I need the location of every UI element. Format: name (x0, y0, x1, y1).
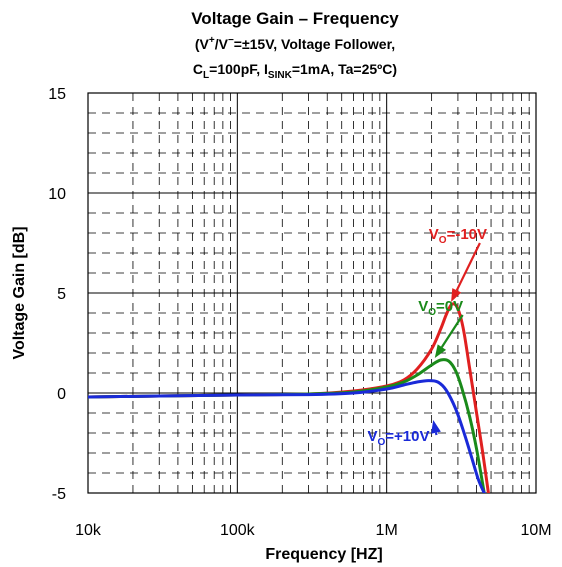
plot-frame-group (87, 92, 537, 494)
series-group (88, 302, 490, 493)
y-tick-label: 10 (48, 186, 66, 203)
annotation-arrow-2 (434, 432, 438, 436)
annotation-arrowhead-2 (431, 420, 441, 434)
x-tick-label: 10k (75, 522, 102, 539)
x-axis-label: Frequency [HZ] (265, 546, 382, 563)
annotation-arrow-1 (440, 314, 464, 348)
series-label-1: VO=0V (418, 298, 463, 318)
x-tick-label: 10M (520, 522, 551, 539)
x-tick-label: 1M (376, 522, 398, 539)
y-tick-label: -5 (52, 486, 66, 503)
annotation-arrowhead-1 (434, 344, 447, 358)
series-label-0: VO=-10V (429, 226, 487, 246)
annotation-arrowhead-0 (451, 288, 462, 302)
plot-frame (87, 92, 537, 494)
chart-subtitle-line2: CL=100pF, ISINK=1mA, Ta=25ºC) (193, 61, 397, 81)
series-line-2 (88, 379, 486, 493)
series-label-2: VO=+10V (367, 428, 429, 448)
annotations-group: VO=-10V VO=0V VO=+10V (367, 226, 487, 448)
series-line-0 (88, 302, 490, 493)
grid (87, 92, 537, 494)
y-tick-label: 15 (48, 86, 66, 103)
y-axis-label: Voltage Gain [dB] (11, 226, 28, 359)
chart-subtitle-line1: (V+/V−=±15V, Voltage Follower, (195, 35, 395, 52)
ticks-group: 10k 100k 1M 10M 15 10 5 0 -5 (48, 86, 551, 539)
y-tick-label: 0 (57, 386, 66, 403)
chart-title: Voltage Gain – Frequency (191, 9, 399, 28)
y-tick-label: 5 (57, 286, 66, 303)
annotation-arrow-0 (455, 242, 481, 291)
x-tick-label: 100k (220, 522, 256, 539)
